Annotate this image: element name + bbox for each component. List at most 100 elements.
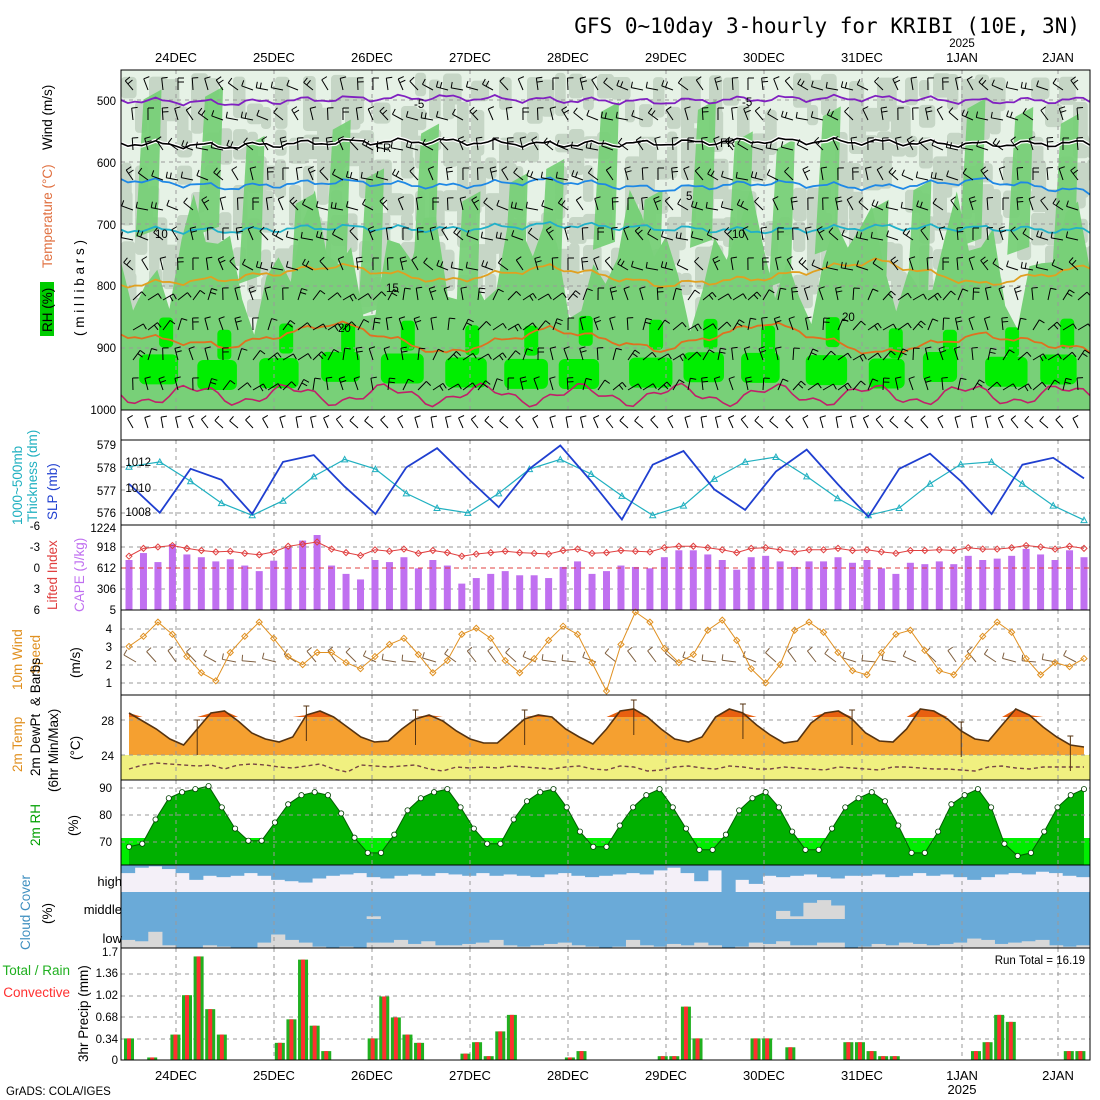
wind-barb bbox=[526, 207, 539, 211]
lifted-index-point bbox=[197, 546, 206, 555]
high-cloud-bar bbox=[175, 865, 190, 874]
wind-barb-flag bbox=[319, 256, 325, 262]
wind-barb-flag bbox=[604, 379, 611, 384]
wind-barb-flag bbox=[332, 228, 336, 235]
low-cloud-bar bbox=[407, 943, 422, 948]
wind-barb-flag bbox=[326, 140, 333, 143]
wind-barb-flag bbox=[441, 226, 448, 231]
wind-barb bbox=[432, 348, 439, 361]
wind-barb-flag bbox=[738, 319, 745, 324]
wind-speed-point bbox=[704, 626, 712, 634]
wind-barb-flag bbox=[766, 169, 771, 175]
wind-barb-flag bbox=[800, 80, 805, 87]
wind-speed-point bbox=[241, 632, 249, 641]
wind-barb bbox=[166, 205, 179, 211]
wind-barb bbox=[972, 379, 980, 391]
wind-barb-flag bbox=[645, 81, 648, 88]
lifted-index-point bbox=[906, 546, 915, 555]
wind-barb bbox=[362, 203, 374, 211]
surface-barb bbox=[188, 417, 194, 429]
wind-barb-flag bbox=[190, 226, 197, 229]
rh-point bbox=[152, 816, 159, 823]
wind-barb bbox=[790, 198, 794, 211]
wind-barb-flag bbox=[303, 378, 310, 383]
wind-barb bbox=[462, 318, 469, 331]
wind-barb-flag bbox=[818, 229, 825, 234]
wind-barb-flag bbox=[165, 171, 168, 178]
wind-barb bbox=[826, 87, 839, 91]
wind-barb-flag bbox=[1009, 349, 1015, 354]
wind-barb-flag bbox=[804, 286, 811, 290]
wind-barb-flag bbox=[728, 376, 735, 380]
surface-wind-barb-flag bbox=[682, 651, 686, 658]
wind-barb-flag bbox=[466, 322, 473, 326]
wind-barb-flag bbox=[562, 292, 567, 298]
low-cloud-bar bbox=[530, 945, 545, 948]
wind-barb-flag bbox=[575, 290, 581, 295]
cloud-bars bbox=[121, 865, 1091, 948]
lifted-index-point bbox=[704, 543, 712, 552]
wind-barb-flag bbox=[644, 321, 651, 325]
lifted-index-point bbox=[327, 545, 336, 553]
rh-saturated-patch bbox=[197, 359, 237, 390]
pressure-ticks: 500 600 700 800 900 1000 bbox=[90, 96, 116, 417]
wind-barb-flag bbox=[511, 230, 515, 237]
wind-barb-flag bbox=[175, 350, 182, 353]
rh-mid-cell bbox=[415, 108, 427, 131]
wind-barb-flag bbox=[409, 142, 413, 149]
wind-barb bbox=[430, 318, 434, 331]
wind-barb bbox=[664, 200, 674, 211]
wind-barb bbox=[174, 378, 179, 391]
wind-barb-flag bbox=[998, 226, 1005, 230]
wind-barb bbox=[231, 169, 239, 181]
wind-speed-point bbox=[848, 667, 857, 675]
wind-barb-flag bbox=[701, 376, 708, 379]
wind-barb bbox=[147, 293, 159, 301]
wind-barb-flag bbox=[293, 109, 300, 114]
wind-barb-flag bbox=[351, 321, 357, 327]
wind-barb-flag bbox=[926, 110, 933, 113]
rh-moist-streak bbox=[726, 131, 753, 280]
wind-barb-flag bbox=[160, 256, 167, 259]
surface-wind-barb-flag bbox=[186, 647, 192, 653]
cape-tick: 612 bbox=[97, 563, 116, 575]
wind-barb-flag bbox=[1015, 290, 1022, 293]
wind-barb-flag bbox=[572, 293, 579, 298]
wind-barb-flag bbox=[844, 262, 847, 269]
precip-convective-bar bbox=[370, 1038, 375, 1060]
wind-speed-point bbox=[964, 652, 972, 661]
wind-barb bbox=[946, 146, 959, 151]
wind-barb-flag bbox=[1041, 381, 1047, 388]
surface-barb-flag bbox=[684, 415, 691, 418]
rh-moist-streak bbox=[197, 86, 224, 235]
wind-barb-flag bbox=[157, 322, 162, 328]
wind-barb-flag bbox=[931, 139, 935, 146]
wind-speed-point bbox=[371, 652, 379, 661]
wind-barb bbox=[136, 207, 149, 211]
wind-barb bbox=[132, 323, 144, 331]
surface-barb-flag bbox=[245, 415, 251, 421]
lifted-index-point bbox=[284, 542, 292, 550]
wind-speed-point bbox=[1022, 654, 1030, 663]
surface-barb bbox=[714, 417, 719, 429]
wind-barb-flag bbox=[307, 353, 312, 359]
surface-barb bbox=[769, 420, 779, 429]
surface-barb bbox=[1055, 419, 1064, 429]
wind-barb-flag bbox=[301, 198, 306, 205]
rh-mid-cell bbox=[569, 73, 584, 99]
wind-barb-flag bbox=[1006, 260, 1009, 267]
wind-barb-flag bbox=[1022, 108, 1027, 114]
rh-moist-streak bbox=[636, 189, 663, 338]
y-tick: 600 bbox=[97, 158, 116, 170]
rh2m-label: 2m RH bbox=[28, 804, 43, 846]
wind-barb bbox=[938, 348, 944, 361]
wind-barb bbox=[218, 318, 224, 331]
wind-barb-flag bbox=[153, 324, 159, 331]
surface-barb-flag bbox=[998, 415, 1004, 419]
wind-barb-flag bbox=[549, 106, 557, 109]
wind-barb-flag bbox=[243, 137, 248, 143]
wind-barb bbox=[820, 168, 824, 181]
wind-barb bbox=[803, 288, 809, 301]
wind-speed-point bbox=[327, 648, 336, 657]
wind-barb-flag bbox=[367, 293, 372, 299]
